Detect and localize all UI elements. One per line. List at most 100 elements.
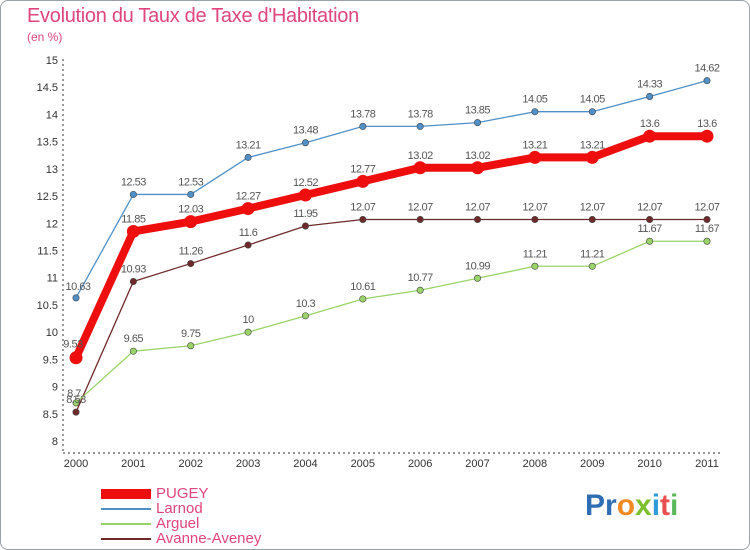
data-point-avanne-aveney [703,215,711,223]
legend-label-arguel: Arguel [156,515,200,532]
data-point-arguel [129,347,137,355]
data-point-larnod [474,119,482,127]
data-point-avanne-aveney [531,215,539,223]
x-tick-label: 2007 [465,458,489,470]
y-tick-label: 13.5 [37,137,58,149]
axes: 8 8.5 9 9.5 10 10.5 11 11.5 12 12.5 13 13.5 14 14.5 15… [37,55,723,470]
data-label-avanne-aveney: 11.95 [293,208,318,220]
data-label-arguel: 9.65 [124,333,144,345]
legend-label-avanne-aveney: Avanne-Aveney [156,530,262,547]
data-label-arguel: 11.67 [695,223,720,235]
data-label-pugey: 11.85 [121,213,146,225]
legend-swatch-larnod [101,507,151,510]
data-label-arguel: 10.99 [465,260,490,272]
series-line-avanne-aveney [75,218,708,413]
data-label-avanne-aveney: 12.07 [408,201,433,213]
data-label-arguel: 11.67 [638,223,663,235]
data-point-arguel [72,399,80,407]
data-label-arguel: 10 [242,314,254,326]
x-tick-label: 2002 [178,458,202,470]
data-label-avanne-aveney: 12.07 [350,201,375,213]
data-label-larnod: 10.63 [65,281,90,293]
legend-label-larnod: Larnod [156,500,203,517]
data-label-pugey: 13.21 [522,139,547,151]
data-point-pugey [298,188,312,202]
data-label-larnod: 13.78 [350,108,375,120]
data-point-avanne-aveney [244,241,252,249]
data-label-larnod: 14.62 [694,63,719,75]
data-point-pugey [69,351,83,365]
proxiti-logo: Proxiti [585,489,679,522]
data-label-larnod: 13.78 [408,108,433,120]
data-label-avanne-aveney: 12.07 [522,201,547,213]
legend-item-larnod: Larnod [101,501,261,516]
y-tick-label: 8.5 [43,409,58,421]
data-point-pugey [413,161,427,175]
data-point-arguel [301,312,309,320]
data-point-larnod [72,294,80,302]
y-tick-label: 11.5 [37,246,58,258]
series-line-arguel [75,240,708,404]
data-label-larnod: 14.05 [522,94,547,106]
data-point-larnod [588,108,596,116]
legend-item-avanne-aveney: Avanne-Aveney [101,531,261,546]
data-point-pugey [700,129,714,143]
data-point-arguel [187,342,195,350]
data-point-pugey [241,202,255,216]
data-label-pugey: 13.6 [697,118,717,130]
data-point-pugey [643,129,657,143]
data-point-avanne-aveney [474,215,482,223]
data-point-larnod [244,153,252,161]
data-point-arguel [588,262,596,270]
x-tick-label: 2001 [121,458,145,470]
data-label-avanne-aveney: 12.07 [580,201,605,213]
legend-label-pugey: PUGEY [156,485,209,502]
data-point-pugey [126,224,140,238]
data-point-avanne-aveney [301,222,309,230]
legend-swatch-avanne-aveney [101,537,151,540]
data-label-avanne-aveney: 12.07 [694,201,719,213]
data-point-larnod [416,122,424,130]
data-point-arguel [646,237,654,245]
data-label-avanne-aveney: 11.6 [239,227,258,239]
data-label-pugey: 13.02 [408,150,433,162]
data-point-avanne-aveney [129,278,137,286]
data-point-arguel [703,237,711,245]
data-label-arguel: 10.77 [408,272,433,284]
x-tick-label: 2011 [695,458,719,470]
y-tick-label: 9 [52,382,58,394]
data-point-avanne-aveney [588,215,596,223]
y-tick-label: 12 [46,218,58,230]
data-label-arguel: 10.61 [350,281,375,293]
data-label-avanne-aveney: 8.53 [66,394,86,406]
data-point-pugey [356,174,370,188]
legend-swatch-pugey [101,488,151,499]
x-tick-label: 2009 [580,458,604,470]
data-point-larnod [359,122,367,130]
data-label-pugey: 13.6 [640,118,660,130]
y-tick-label: 12.5 [37,191,58,203]
y-tick-label: 14.5 [37,82,58,94]
data-label-arguel: 8.7 [67,388,81,400]
data-label-arguel: 11.21 [580,248,605,260]
y-tick-label: 14 [46,109,58,121]
x-tick-label: 2010 [637,458,661,470]
legend: PUGEY Larnod Arguel Avanne-Aveney [101,486,261,546]
data-point-larnod [187,190,195,198]
data-point-larnod [646,92,654,100]
data-label-arguel: 11.21 [523,248,548,260]
x-tick-label: 2005 [351,458,375,470]
x-tick-label: 2000 [64,458,88,470]
chart-title: Evolution du Taux de Taxe d'Habitation [27,5,359,27]
data-label-arguel: 10.3 [296,298,316,310]
data-label-larnod: 13.85 [465,105,490,117]
data-label-pugey: 12.03 [178,204,203,216]
data-point-arguel [416,286,424,294]
data-label-larnod: 14.05 [580,94,605,106]
data-point-avanne-aveney [72,408,80,416]
series-line-larnod [75,80,708,299]
data-point-avanne-aveney [359,215,367,223]
data-point-larnod [301,139,309,147]
